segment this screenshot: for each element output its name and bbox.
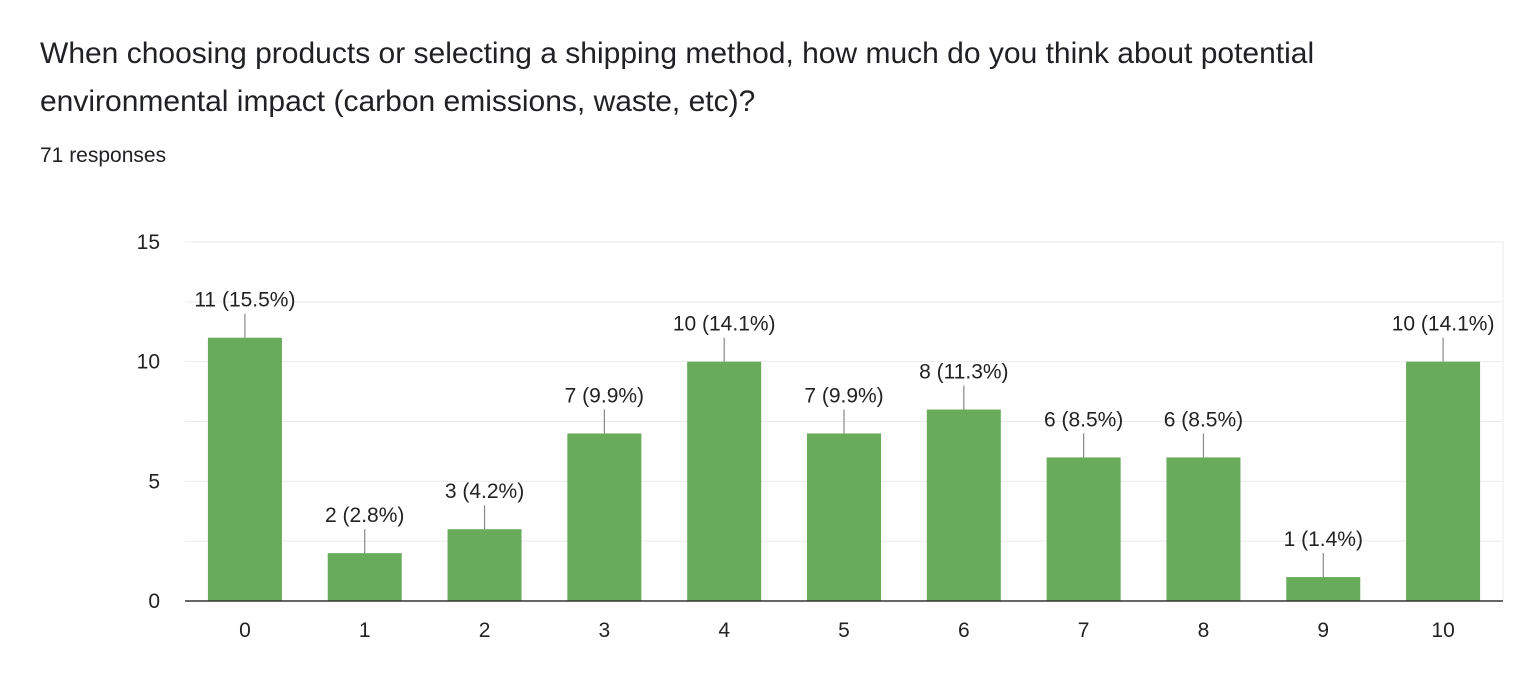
data-label: 11 (15.5%) — [194, 289, 295, 312]
x-tick-label: 3 — [599, 619, 611, 642]
x-axis-ticks: 0 1 2 3 4 5 6 7 8 9 10 — [239, 619, 1455, 642]
data-label: 2 (2.8%) — [325, 504, 404, 527]
bar — [1046, 457, 1121, 601]
y-tick-label: 5 — [148, 470, 160, 493]
bar — [447, 529, 522, 601]
data-label: 10 (14.1%) — [673, 313, 776, 336]
bar — [327, 553, 402, 601]
response-count: 71 responses — [40, 144, 167, 167]
data-label: 7 (9.9%) — [565, 384, 644, 407]
y-tick-label: 0 — [148, 590, 160, 613]
y-tick-label: 15 — [137, 231, 160, 254]
x-tick-label: 7 — [1078, 619, 1090, 642]
bar — [567, 433, 642, 601]
bar — [1406, 361, 1481, 601]
x-tick-label: 5 — [838, 619, 850, 642]
data-label-leaders — [244, 313, 1444, 578]
data-labels: 11 (15.5%) 2 (2.8%) 3 (4.2%) 7 (9.9%) 10 (14… — [194, 289, 1494, 551]
bars — [207, 337, 1481, 601]
bar — [1286, 577, 1361, 601]
y-tick-label: 10 — [137, 351, 160, 374]
x-tick-label: 6 — [958, 619, 970, 642]
bar — [1166, 457, 1241, 601]
question-title: When choosing products or selecting a sh… — [40, 37, 1315, 118]
bar — [687, 361, 762, 601]
x-tick-label: 9 — [1317, 619, 1329, 642]
x-tick-label: 2 — [479, 619, 491, 642]
bar — [207, 337, 282, 601]
data-label: 10 (14.1%) — [1392, 313, 1495, 336]
data-label: 8 (11.3%) — [919, 361, 1009, 384]
x-tick-label: 4 — [718, 619, 730, 642]
x-tick-label: 0 — [239, 619, 251, 642]
data-label: 6 (8.5%) — [1164, 408, 1243, 431]
y-axis-ticks: 0 5 10 15 — [137, 231, 160, 613]
data-label: 6 (8.5%) — [1044, 408, 1123, 431]
bar — [926, 409, 1001, 601]
data-label: 1 (1.4%) — [1284, 528, 1363, 551]
x-tick-label: 1 — [359, 619, 371, 642]
x-tick-label: 10 — [1431, 619, 1454, 642]
data-label: 3 (4.2%) — [445, 480, 524, 503]
bar — [807, 433, 881, 601]
data-label: 7 (9.9%) — [804, 384, 883, 407]
x-tick-label: 8 — [1198, 619, 1210, 642]
